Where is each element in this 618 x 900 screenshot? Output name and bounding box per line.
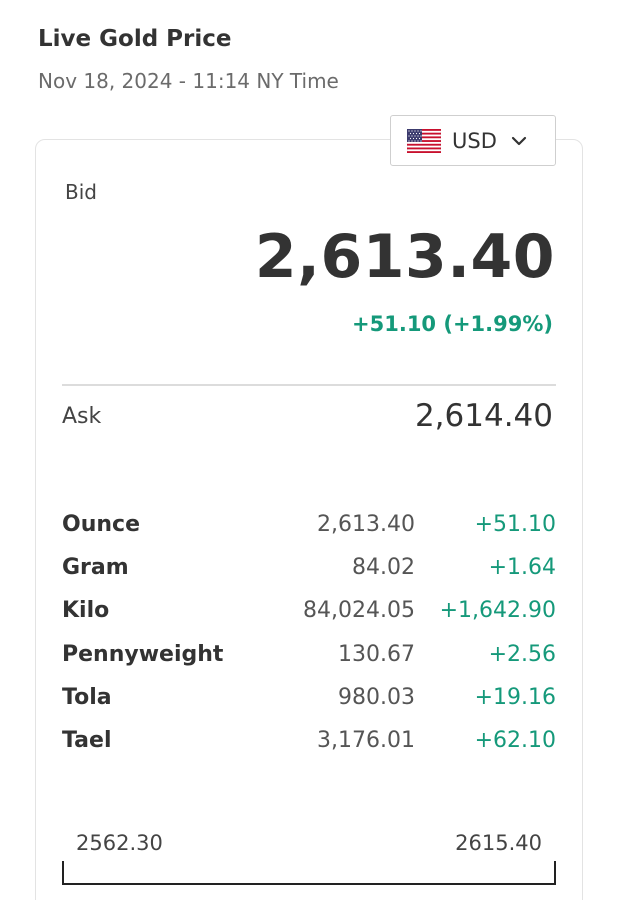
ask-label: Ask xyxy=(62,404,102,429)
unit-name: Kilo xyxy=(62,598,110,624)
unit-name: Tola xyxy=(62,684,112,710)
unit-row-tael: Tael 3,176.01 +62.10 xyxy=(62,720,556,763)
unit-row-gram: Gram 84.02 +1.64 xyxy=(62,547,556,590)
bid-change: +51.10 (+1.99%) xyxy=(352,312,553,336)
bid-label: Bid xyxy=(65,180,97,204)
divider xyxy=(62,384,556,386)
timestamp: Nov 18, 2024 - 11:14 NY Time xyxy=(38,69,339,93)
unit-name: Ounce xyxy=(62,512,140,537)
unit-price: 84,024.05 xyxy=(303,598,415,624)
price-card xyxy=(35,139,583,900)
unit-price: 980.03 xyxy=(338,684,415,710)
currency-dropdown[interactable]: USD xyxy=(390,115,556,166)
unit-row-ounce: Ounce 2,613.40 +51.10 xyxy=(62,504,556,547)
unit-change: +1,642.90 xyxy=(439,598,556,624)
unit-row-tola: Tola 980.03 +19.16 xyxy=(62,677,556,720)
bid-price: 2,613.40 xyxy=(254,222,555,292)
us-flag-icon xyxy=(407,128,441,153)
unit-price: 3,176.01 xyxy=(317,727,415,753)
unit-change: +19.16 xyxy=(474,684,556,710)
currency-label: USD xyxy=(452,128,497,153)
unit-price: 130.67 xyxy=(338,641,415,667)
day-range-bar xyxy=(62,861,556,885)
ask-price: 2,614.40 xyxy=(414,398,553,434)
unit-name: Pennyweight xyxy=(62,641,224,667)
unit-change: +1.64 xyxy=(488,555,556,581)
unit-change: +51.10 xyxy=(474,512,556,537)
unit-name: Gram xyxy=(62,555,129,581)
unit-price: 84.02 xyxy=(352,555,415,581)
unit-price: 2,613.40 xyxy=(317,512,415,537)
chevron-down-icon xyxy=(511,136,526,145)
unit-name: Tael xyxy=(62,727,112,753)
page-title: Live Gold Price xyxy=(38,26,232,52)
unit-row-kilo: Kilo 84,024.05 +1,642.90 xyxy=(62,590,556,633)
range-low-value: 2562.30 xyxy=(76,831,163,855)
range-high-value: 2615.40 xyxy=(455,831,542,855)
unit-price-table: Ounce 2,613.40 +51.10 Gram 84.02 +1.64 K… xyxy=(62,504,556,763)
unit-row-pennyweight: Pennyweight 130.67 +2.56 xyxy=(62,634,556,677)
unit-change: +62.10 xyxy=(474,727,556,753)
unit-change: +2.56 xyxy=(488,641,556,667)
